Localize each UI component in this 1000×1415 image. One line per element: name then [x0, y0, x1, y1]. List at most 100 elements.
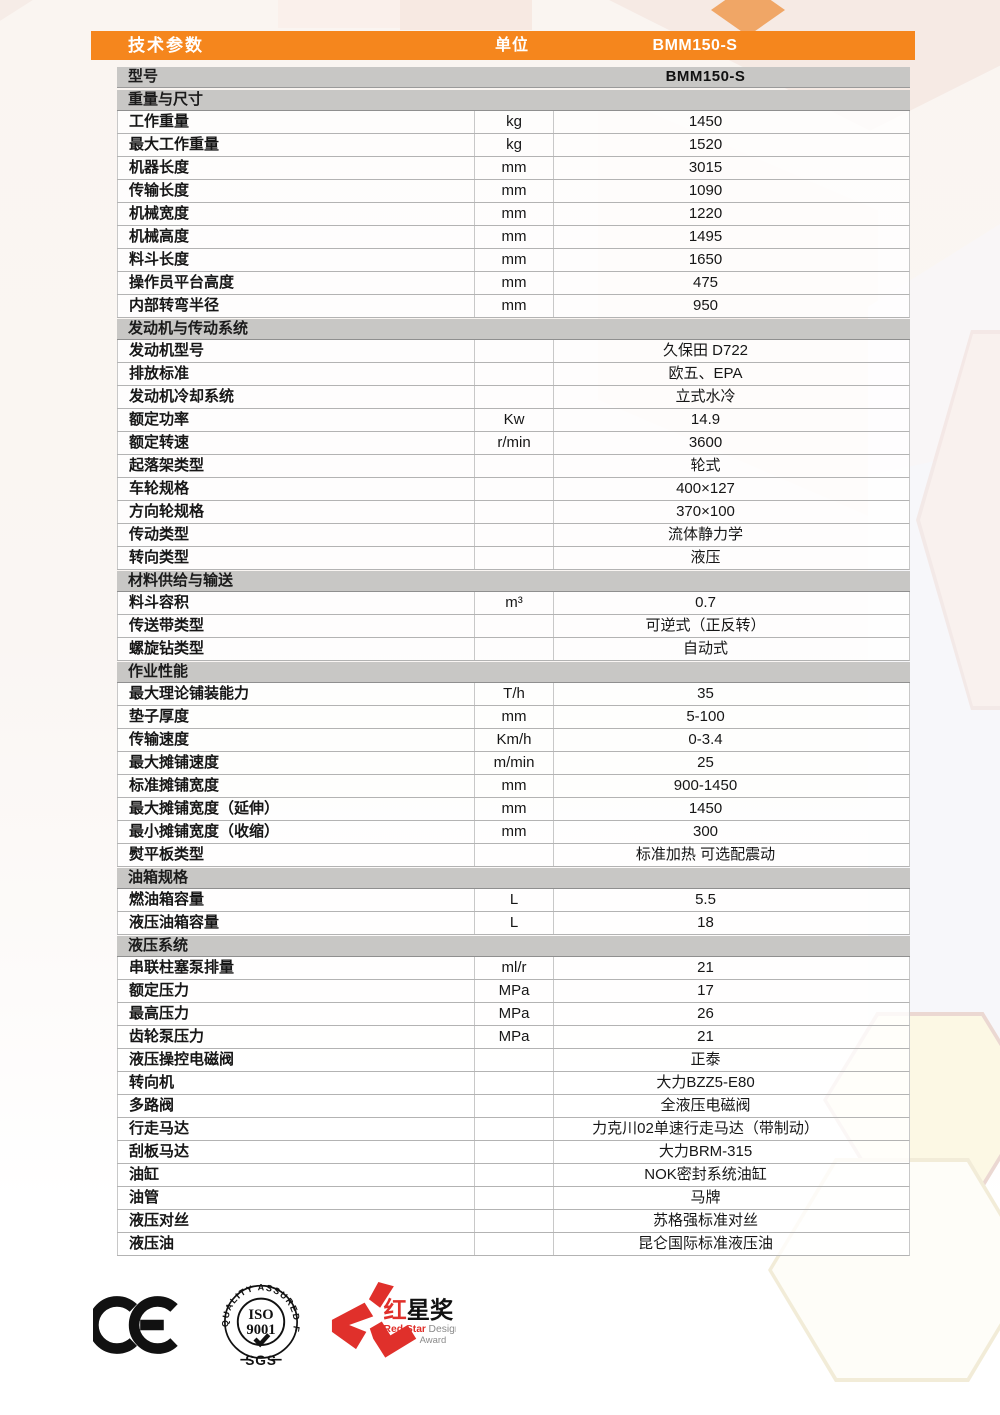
param-value: 马牌 [553, 1187, 909, 1209]
redstar-cn-rest: 星奖 [407, 1297, 454, 1323]
param-unit: mm [474, 295, 553, 317]
param-value: 可逆式（正反转） [553, 615, 909, 637]
model-value: BMM150-S [665, 68, 746, 85]
param-label: 液压对丝 [117, 1210, 474, 1232]
param-value: 立式水冷 [553, 386, 909, 408]
param-value: 0.7 [553, 592, 909, 614]
unit-column-header: 单位 [494, 37, 529, 54]
table-row: 标准摊铺宽度 mm 900-1450 [117, 775, 910, 798]
star-blade-bottom [369, 1321, 417, 1358]
param-value: 1520 [553, 134, 909, 156]
param-unit: m/min [474, 752, 553, 774]
model-unit-spacer [474, 67, 553, 87]
param-label: 最大摊铺宽度（延伸） [117, 798, 474, 820]
bg-band-light [278, 0, 400, 28]
table-row: 工作重量 kg 1450 [117, 111, 910, 134]
param-value: NOK密封系统油缸 [553, 1164, 909, 1186]
param-label: 最大工作重量 [117, 134, 474, 156]
param-unit [474, 455, 553, 477]
param-label: 传送带类型 [117, 615, 474, 637]
section-header-row: 油箱规格 [117, 868, 910, 889]
table-row: 液压对丝 苏格强标准对丝 [117, 1210, 910, 1233]
param-label: 多路阀 [117, 1095, 474, 1117]
param-unit [474, 638, 553, 660]
table-row: 传输速度 Km/h 0-3.4 [117, 729, 910, 752]
param-label: 刮板马达 [117, 1141, 474, 1163]
param-value: 1090 [553, 180, 909, 202]
param-label: 液压操控电磁阀 [117, 1049, 474, 1071]
param-unit [474, 615, 553, 637]
param-unit: MPa [474, 1003, 553, 1025]
param-unit [474, 478, 553, 500]
param-value: 1495 [553, 226, 909, 248]
section-title: 重量与尺寸 [128, 91, 204, 108]
param-unit [474, 1049, 553, 1071]
param-unit: mm [474, 249, 553, 271]
table-row: 传送带类型 可逆式（正反转） [117, 615, 910, 638]
param-unit [474, 1141, 553, 1163]
table-header-bar: 技术参数 单位 BMM150-S [91, 31, 915, 60]
table-row: 熨平板类型 标准加热 可选配震动 [117, 844, 910, 867]
param-unit: L [474, 889, 553, 911]
param-unit [474, 340, 553, 362]
param-label: 熨平板类型 [117, 844, 474, 866]
table-row: 转向类型 液压 [117, 547, 910, 570]
section-header-row: 材料供给与输送 [117, 571, 910, 592]
param-unit: r/min [474, 432, 553, 454]
table-row: 最大摊铺速度 m/min 25 [117, 752, 910, 775]
param-label: 发动机型号 [117, 340, 474, 362]
param-value: 1650 [553, 249, 909, 271]
param-label: 车轮规格 [117, 478, 474, 500]
param-value: 大力BZZ5-E80 [553, 1072, 909, 1094]
table-row: 内部转弯半径 mm 950 [117, 295, 910, 318]
param-label: 料斗容积 [117, 592, 474, 614]
table-row: 液压油 昆仑国际标准液压油 [117, 1233, 910, 1256]
param-label: 最大摊铺速度 [117, 752, 474, 774]
param-label: 最大理论铺装能力 [117, 683, 474, 705]
param-value: 力克川02单速行走马达（带制动） [553, 1118, 909, 1140]
section-header-row: 重量与尺寸 [117, 90, 910, 111]
param-label: 工作重量 [117, 111, 474, 133]
table-row: 齿轮泵压力 MPa 21 [117, 1026, 910, 1049]
param-label: 机械高度 [117, 226, 474, 248]
table-row: 额定功率 Kw 14.9 [117, 409, 910, 432]
bg-band-pink [400, 0, 532, 30]
param-unit [474, 844, 553, 866]
param-label: 螺旋钻类型 [117, 638, 474, 660]
param-unit [474, 1233, 553, 1255]
redstar-en-gray: Design [429, 1324, 456, 1335]
param-label: 机械宽度 [117, 203, 474, 225]
param-unit: ml/r [474, 957, 553, 979]
param-value: 大力BRM-315 [553, 1141, 909, 1163]
redstar-award-text: Award [420, 1335, 447, 1346]
param-unit [474, 1187, 553, 1209]
table-row: 垫子厚度 mm 5-100 [117, 706, 910, 729]
param-unit: mm [474, 272, 553, 294]
param-value: 21 [553, 957, 909, 979]
table-row: 刮板马达 大力BRM-315 [117, 1141, 910, 1164]
section-header-row: 液压系统 [117, 936, 910, 957]
param-label: 机器长度 [117, 157, 474, 179]
spec-table-body: 型号 BMM150-S 重量与尺寸 工作重量 kg 1450 最大工作重量 kg… [117, 67, 910, 1256]
section-header-row: 发动机与传动系统 [117, 319, 910, 340]
param-value: 久保田 D722 [553, 340, 909, 362]
sgs-text: SGS [245, 1353, 277, 1368]
param-label: 传输速度 [117, 729, 474, 751]
param-label: 垫子厚度 [117, 706, 474, 728]
param-value: 300 [553, 821, 909, 843]
section-header-row: 作业性能 [117, 662, 910, 683]
param-label: 传动类型 [117, 524, 474, 546]
param-unit [474, 1095, 553, 1117]
table-row: 传输长度 mm 1090 [117, 180, 910, 203]
param-unit [474, 1072, 553, 1094]
param-value: 3600 [553, 432, 909, 454]
param-label: 额定功率 [117, 409, 474, 431]
table-row: 方向轮规格 370×100 [117, 501, 910, 524]
bg-corner-triangle [0, 0, 80, 40]
table-row: 机械宽度 mm 1220 [117, 203, 910, 226]
param-label: 传输长度 [117, 180, 474, 202]
star-blade-left [331, 1302, 374, 1350]
param-label: 行走马达 [117, 1118, 474, 1140]
param-unit: mm [474, 226, 553, 248]
table-row: 最小摊铺宽度（收缩） mm 300 [117, 821, 910, 844]
